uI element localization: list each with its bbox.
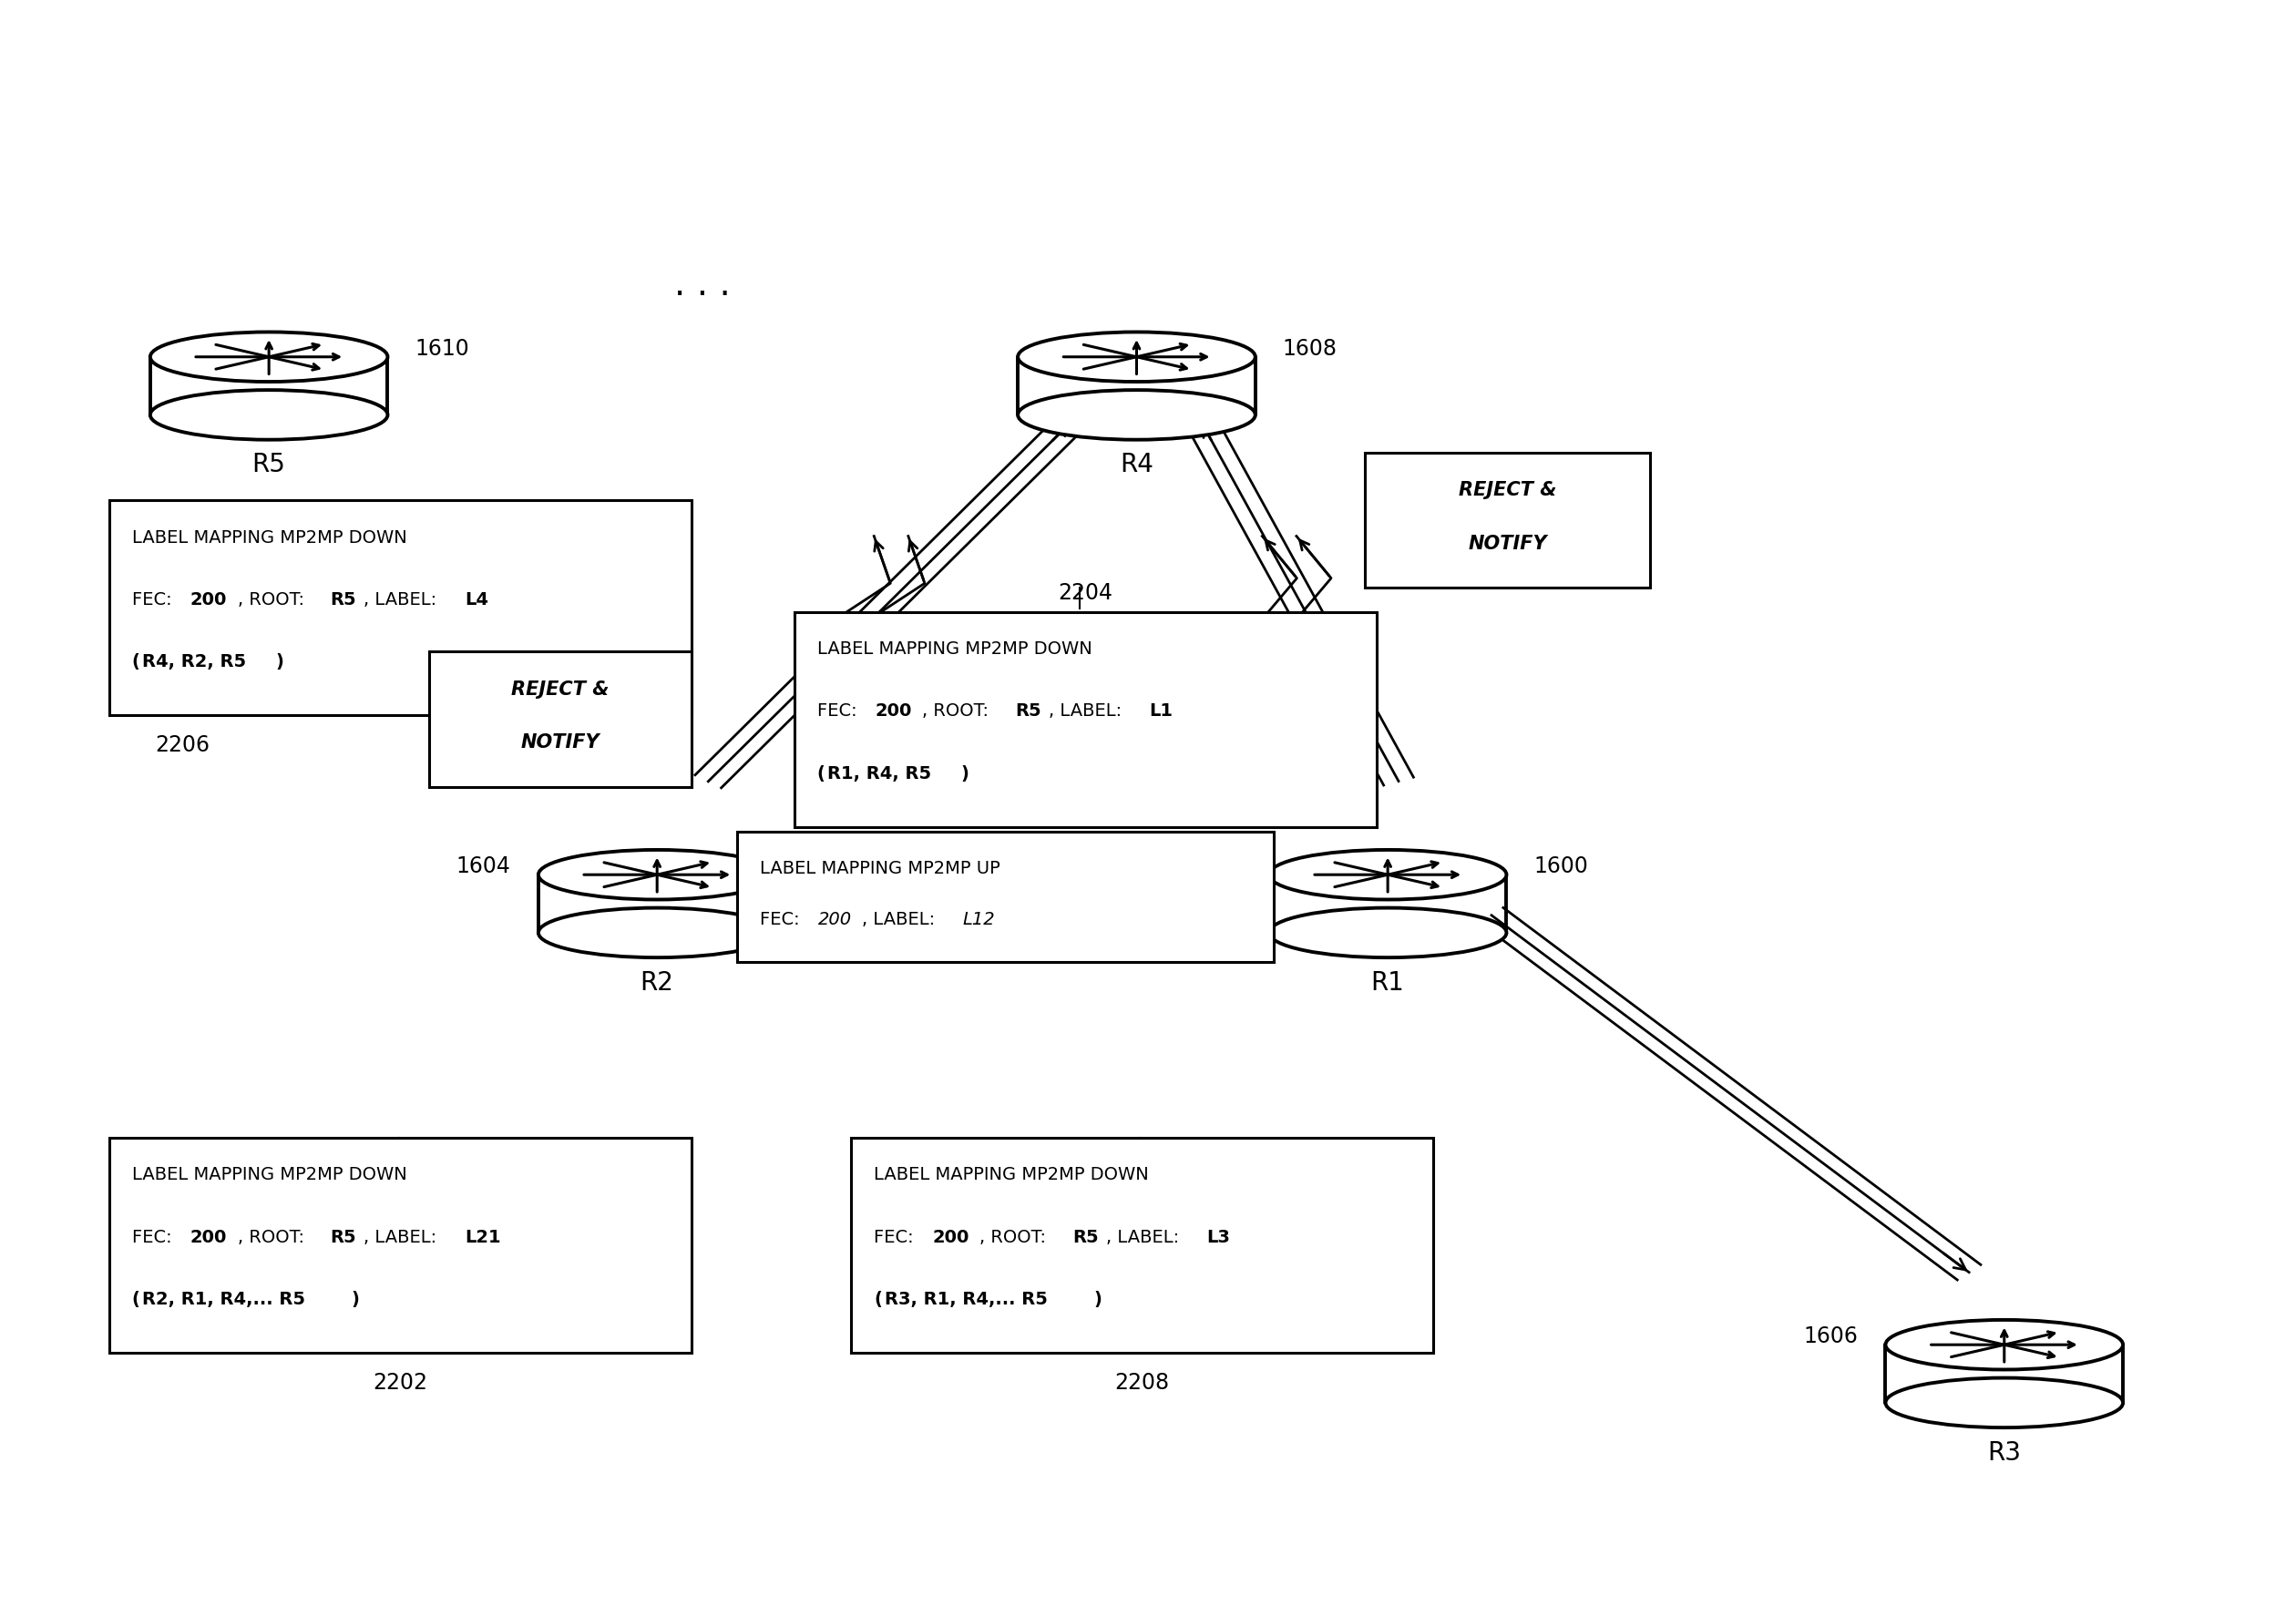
Text: FEC:: FEC: <box>131 591 177 609</box>
Text: LABEL MAPPING MP2MP DOWN: LABEL MAPPING MP2MP DOWN <box>131 528 406 546</box>
Text: L1: L1 <box>1150 702 1173 719</box>
Text: FEC:: FEC: <box>131 1229 177 1246</box>
Text: R2: R2 <box>641 970 675 996</box>
Text: LABEL MAPPING MP2MP DOWN: LABEL MAPPING MP2MP DOWN <box>875 1166 1148 1184</box>
Text: REJECT &: REJECT & <box>1458 482 1557 499</box>
FancyBboxPatch shape <box>110 1137 691 1352</box>
Text: , ROOT:: , ROOT: <box>236 1229 310 1246</box>
FancyBboxPatch shape <box>110 499 691 715</box>
Text: FEC:: FEC: <box>875 1229 918 1246</box>
Text: 200: 200 <box>932 1229 969 1246</box>
Text: , LABEL:: , LABEL: <box>1107 1229 1185 1246</box>
Text: , LABEL:: , LABEL: <box>1049 702 1127 719</box>
Text: L12: L12 <box>962 911 994 928</box>
Ellipse shape <box>149 390 388 440</box>
Text: 200: 200 <box>191 591 227 609</box>
FancyBboxPatch shape <box>852 1137 1433 1352</box>
Text: R5: R5 <box>253 453 285 477</box>
Text: ): ) <box>960 764 969 782</box>
Ellipse shape <box>537 907 776 957</box>
Text: , ROOT:: , ROOT: <box>236 591 310 609</box>
Text: (: ( <box>131 1291 140 1307</box>
Text: 2204: 2204 <box>1058 581 1114 604</box>
Ellipse shape <box>149 332 388 382</box>
Text: LABEL MAPPING MP2MP UP: LABEL MAPPING MP2MP UP <box>760 861 1001 877</box>
Ellipse shape <box>1017 390 1256 440</box>
Text: , LABEL:: , LABEL: <box>363 1229 443 1246</box>
Text: 1606: 1606 <box>1805 1325 1857 1347</box>
Text: LABEL MAPPING MP2MP DOWN: LABEL MAPPING MP2MP DOWN <box>817 641 1093 658</box>
Text: (: ( <box>131 654 140 671</box>
Text: ): ) <box>351 1291 360 1307</box>
Text: , ROOT:: , ROOT: <box>980 1229 1052 1246</box>
Text: R1, R4, R5: R1, R4, R5 <box>827 764 932 782</box>
Text: 200: 200 <box>191 1229 227 1246</box>
Text: R4, R2, R5: R4, R2, R5 <box>142 654 246 671</box>
Text: , ROOT:: , ROOT: <box>923 702 994 719</box>
Text: . . .: . . . <box>675 268 730 302</box>
Text: 1610: 1610 <box>416 337 468 360</box>
FancyBboxPatch shape <box>737 832 1274 962</box>
Ellipse shape <box>1885 1320 2124 1370</box>
Ellipse shape <box>1885 1378 2124 1428</box>
Ellipse shape <box>537 850 776 899</box>
Text: 2208: 2208 <box>1116 1372 1169 1394</box>
Text: R3: R3 <box>1988 1441 2020 1466</box>
Text: LABEL MAPPING MP2MP DOWN: LABEL MAPPING MP2MP DOWN <box>131 1166 406 1184</box>
Text: R5: R5 <box>331 1229 356 1246</box>
Text: R5: R5 <box>331 591 356 609</box>
FancyBboxPatch shape <box>1364 453 1651 588</box>
Ellipse shape <box>1017 332 1256 382</box>
Text: R5: R5 <box>1072 1229 1097 1246</box>
Text: R3, R1, R4,... R5: R3, R1, R4,... R5 <box>884 1291 1047 1307</box>
Text: L3: L3 <box>1208 1229 1231 1246</box>
Text: (: ( <box>817 764 824 782</box>
Text: 2206: 2206 <box>154 734 209 756</box>
FancyBboxPatch shape <box>429 652 691 787</box>
Text: R2, R1, R4,... R5: R2, R1, R4,... R5 <box>142 1291 305 1307</box>
Text: R1: R1 <box>1371 970 1405 996</box>
Text: NOTIFY: NOTIFY <box>1467 535 1548 552</box>
Text: L4: L4 <box>464 591 489 609</box>
Text: 1604: 1604 <box>457 856 512 877</box>
FancyBboxPatch shape <box>794 612 1375 827</box>
Ellipse shape <box>1270 850 1506 899</box>
Text: R5: R5 <box>1015 702 1040 719</box>
Text: 200: 200 <box>875 702 912 719</box>
Text: R4: R4 <box>1120 453 1153 477</box>
Text: L21: L21 <box>464 1229 501 1246</box>
Text: ): ) <box>1093 1291 1102 1307</box>
Text: 200: 200 <box>817 911 852 928</box>
Ellipse shape <box>1270 907 1506 957</box>
Text: , LABEL:: , LABEL: <box>363 591 443 609</box>
Text: FEC:: FEC: <box>817 702 863 719</box>
Text: REJECT &: REJECT & <box>512 681 608 699</box>
Text: NOTIFY: NOTIFY <box>521 734 599 752</box>
Text: (: ( <box>875 1291 882 1307</box>
Text: ): ) <box>276 654 285 671</box>
Text: 1600: 1600 <box>1534 856 1589 877</box>
Text: , LABEL:: , LABEL: <box>861 911 941 928</box>
Text: 2202: 2202 <box>372 1372 427 1394</box>
Text: 1608: 1608 <box>1283 337 1336 360</box>
Text: FEC:: FEC: <box>760 911 806 928</box>
